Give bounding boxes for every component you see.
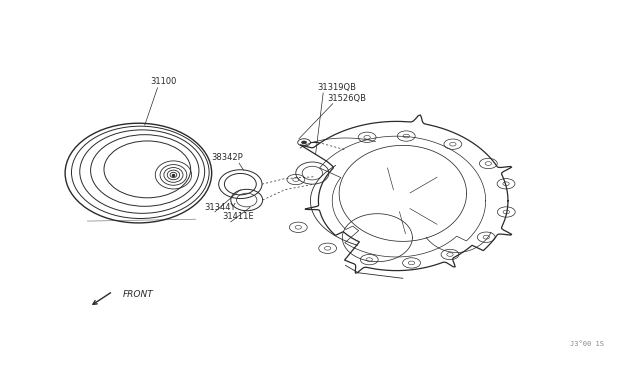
Text: 38342P: 38342P xyxy=(212,153,243,162)
Text: 31319QB: 31319QB xyxy=(317,83,356,92)
Text: J3°00 1S: J3°00 1S xyxy=(570,341,604,347)
Text: 31100: 31100 xyxy=(150,77,177,86)
Text: FRONT: FRONT xyxy=(122,290,153,299)
Text: 31344Y: 31344Y xyxy=(204,203,236,212)
Text: 31526QB: 31526QB xyxy=(328,94,367,103)
Circle shape xyxy=(301,141,307,144)
Text: 31411E: 31411E xyxy=(223,212,254,221)
